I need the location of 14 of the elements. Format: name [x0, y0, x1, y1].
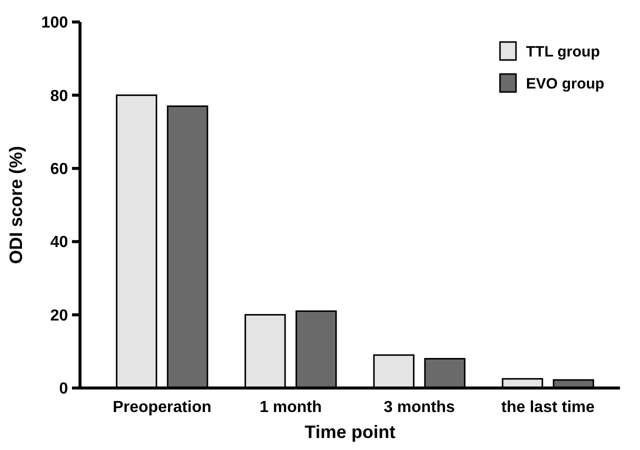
x-axis-title: Time point [304, 422, 396, 442]
y-tick-label: 20 [50, 307, 68, 324]
y-axis-title: ODI score (%) [6, 146, 26, 264]
legend-label: EVO group [526, 75, 604, 92]
y-tick-label: 0 [59, 380, 68, 398]
x-tick-label: 3 months [384, 399, 455, 416]
x-tick-label: the last time [501, 399, 595, 416]
y-tick-label: 40 [50, 234, 68, 252]
x-tick-label: 1 month [260, 399, 322, 416]
x-tick-label: Preoperation [112, 399, 212, 416]
legend-label: TTL group [526, 43, 600, 60]
y-tick-label: 100 [41, 14, 68, 32]
y-tick-label: 80 [50, 88, 68, 105]
y-tick-label: 60 [50, 161, 68, 178]
